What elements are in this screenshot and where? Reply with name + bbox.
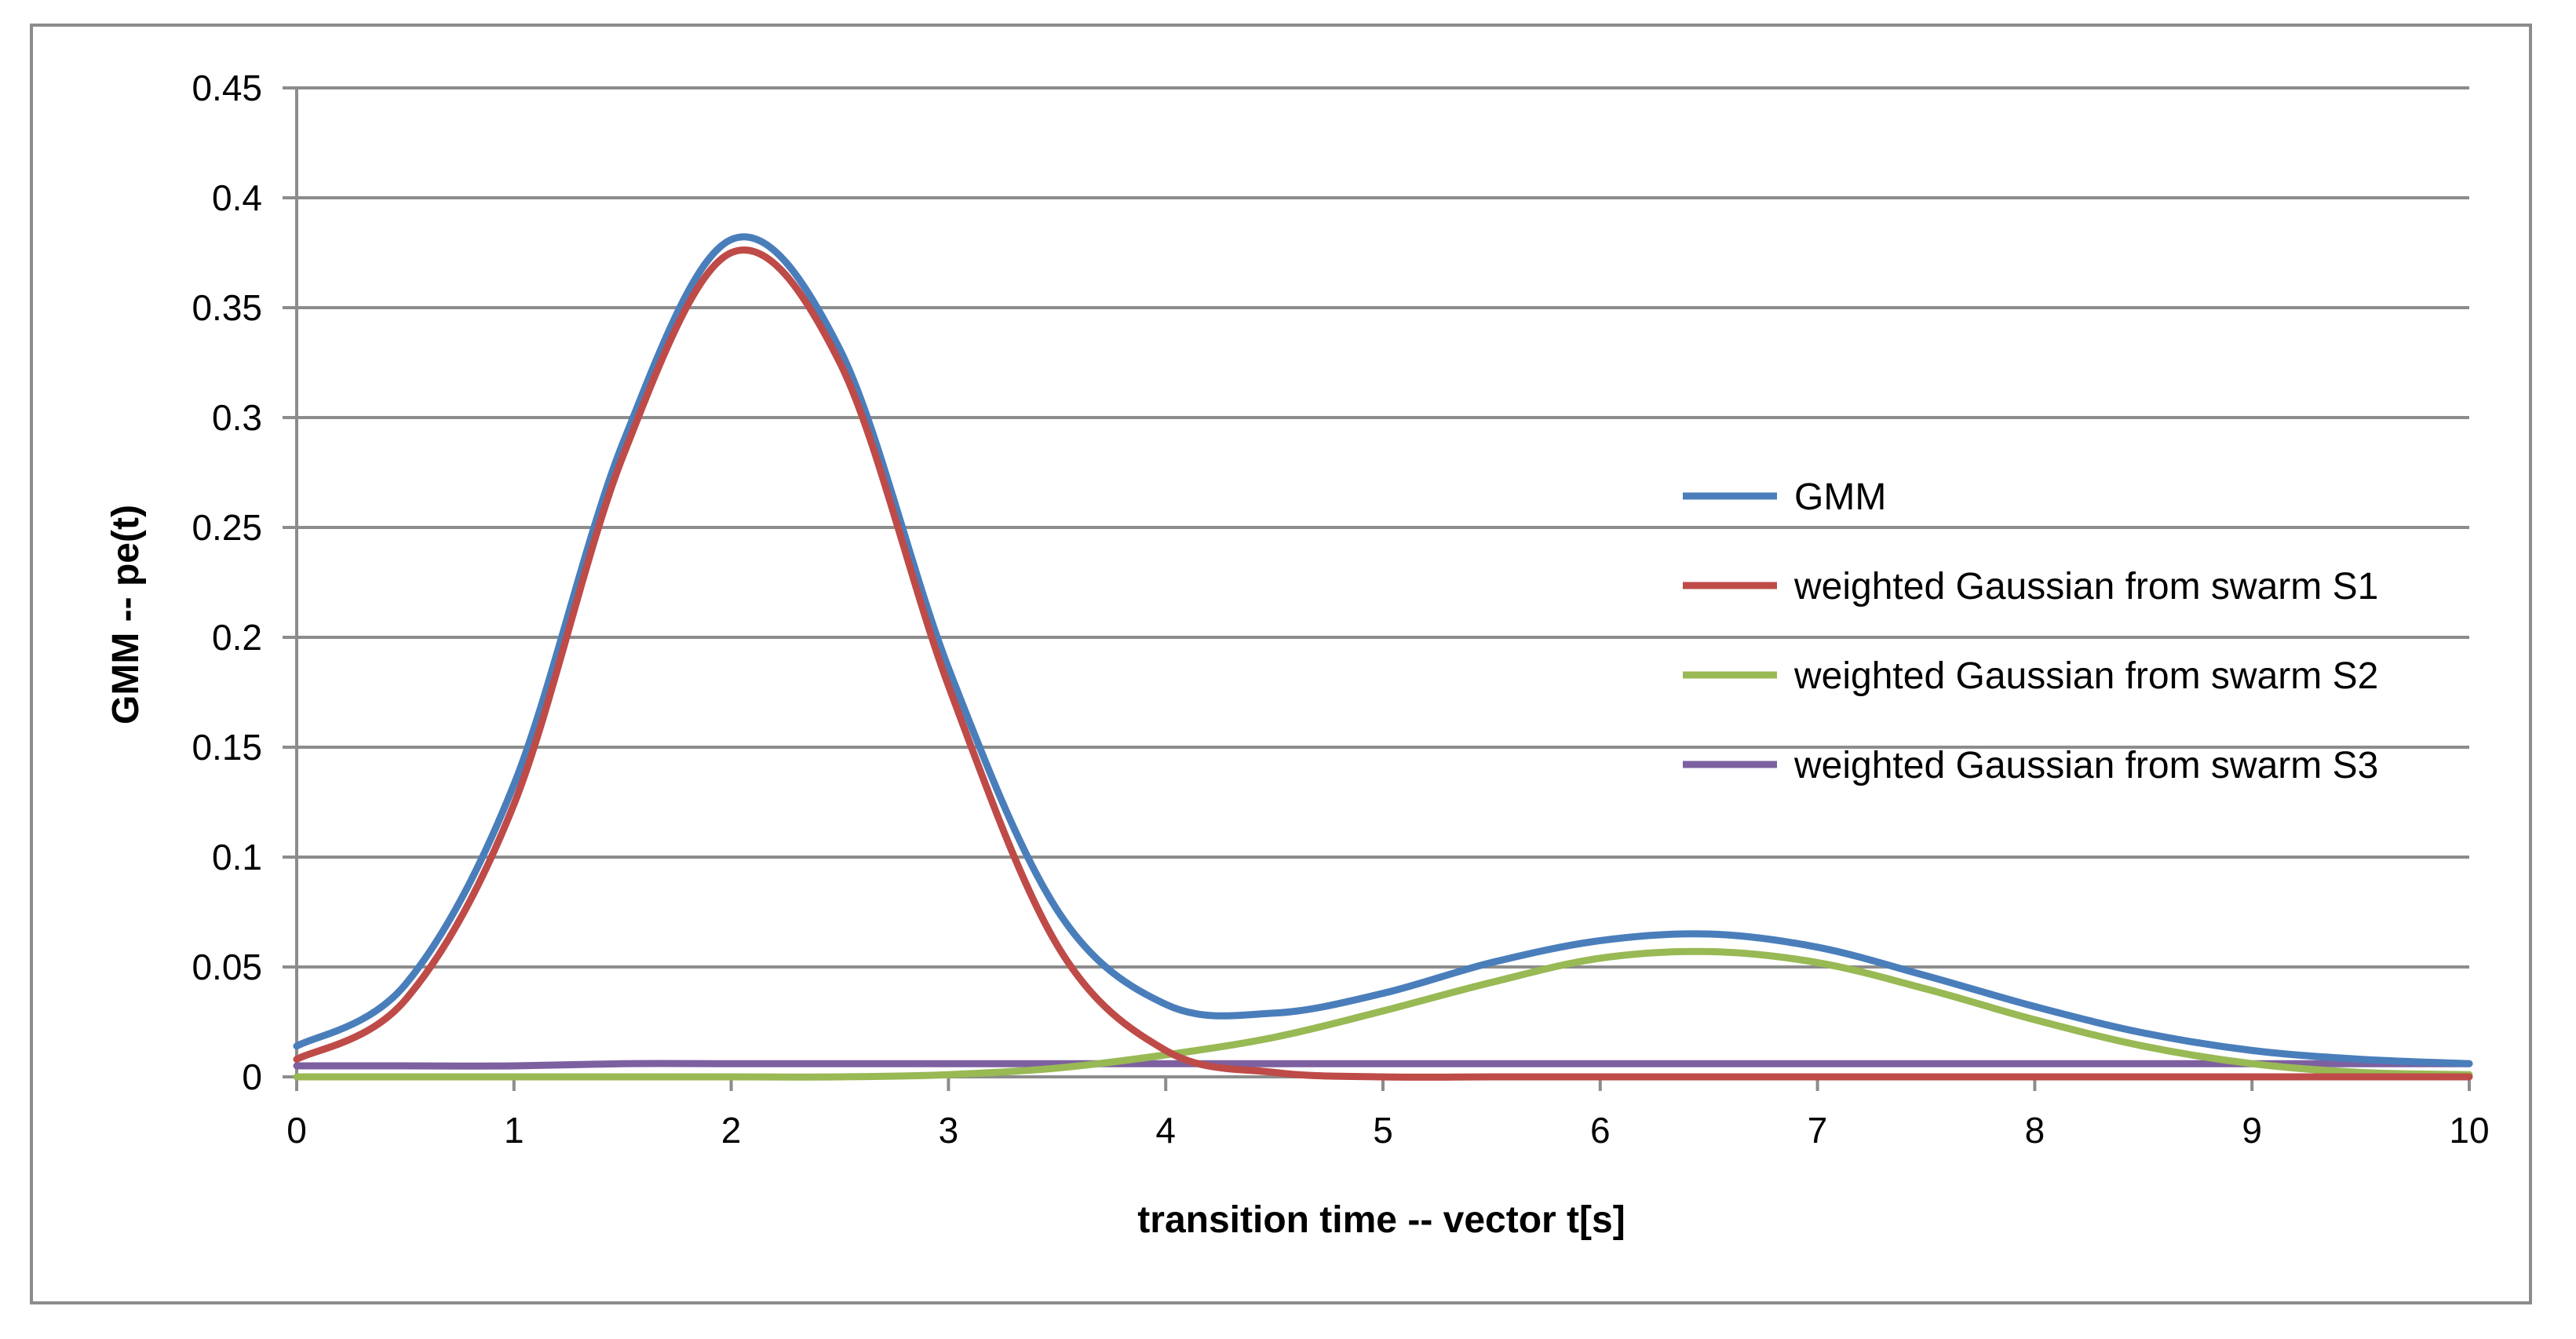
y-tick-label: 0.2	[212, 617, 262, 658]
x-tick-label: 10	[2449, 1110, 2489, 1151]
y-tick-label: 0.4	[212, 177, 262, 218]
x-tick-label: 8	[2025, 1110, 2045, 1151]
legend-label: weighted Gaussian from swarm S2	[1793, 655, 2378, 697]
y-tick-label: 0.15	[192, 727, 262, 768]
legend-label: weighted Gaussian from swarm S1	[1793, 566, 2378, 607]
legend-item-s3: weighted Gaussian from swarm S3	[1683, 745, 2378, 786]
y-tick-label: 0.05	[192, 947, 262, 987]
x-tick-label: 3	[939, 1110, 959, 1151]
x-tick-label: 6	[1590, 1110, 1611, 1151]
chart-frame	[30, 24, 2532, 1304]
x-tick-label: 9	[2242, 1110, 2262, 1151]
s1-series-line	[293, 246, 2473, 1081]
s3-series-line	[293, 1060, 2473, 1070]
x-tick-label: 5	[1373, 1110, 1393, 1151]
legend-item-s2: weighted Gaussian from swarm S2	[1683, 655, 2378, 697]
s2-series-line	[293, 947, 2473, 1081]
legend: GMM weighted Gaussian from swarm S1 weight…	[1683, 476, 2378, 786]
legend-item-s1: weighted Gaussian from swarm S1	[1683, 566, 2378, 607]
y-tick-label: 0.3	[212, 397, 262, 438]
x-tick-label: 1	[504, 1110, 524, 1151]
y-tick-label: 0.25	[192, 507, 262, 548]
legend-label: weighted Gaussian from swarm S3	[1793, 745, 2378, 786]
x-tick-label: 7	[1808, 1110, 1828, 1151]
axes: 0 0.05 0.1 0.15 0.2 0.25 0.3 0.35 0.4 0.45 0 1 2 3 4 5 6…	[192, 67, 2489, 1151]
y-axis-title: GMM -- pe(t)	[105, 505, 147, 724]
x-tick-label: 2	[721, 1110, 742, 1151]
x-tick-label: 0	[286, 1110, 307, 1151]
series-lines	[293, 233, 2473, 1081]
y-tick-label: 0.35	[192, 287, 262, 328]
x-tick-label: 4	[1155, 1110, 1176, 1151]
legend-item-gmm: GMM	[1683, 476, 1886, 518]
gridlines	[297, 86, 2469, 969]
y-tick-label: 0.45	[192, 67, 262, 108]
legend-label: GMM	[1794, 476, 1886, 518]
y-tick-label: 0.1	[212, 837, 262, 877]
x-axis-title: transition time -- vector t[s]	[1137, 1199, 1625, 1241]
y-tick-label: 0	[242, 1056, 262, 1097]
gmm-series-line	[293, 233, 2473, 1067]
